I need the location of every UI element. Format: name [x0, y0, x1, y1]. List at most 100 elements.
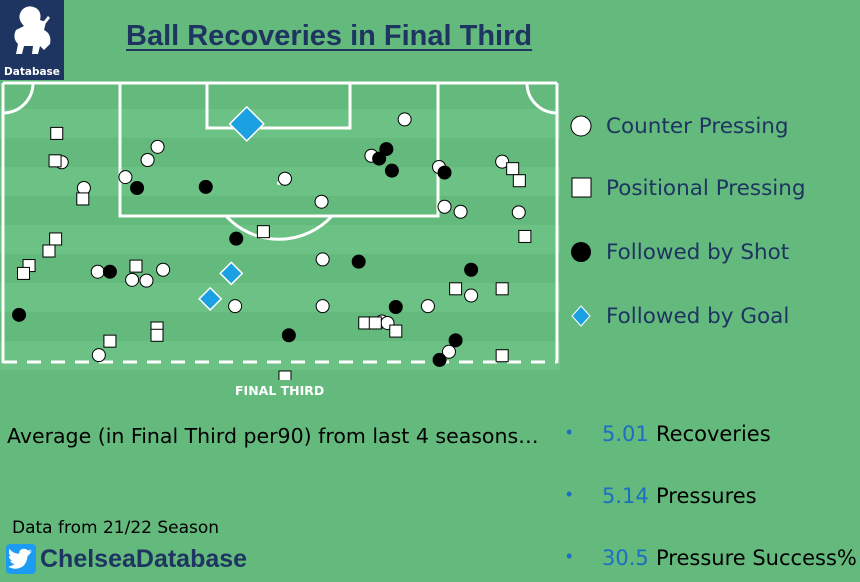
stat-value: 30.5	[602, 546, 649, 570]
legend-label: Followed by Shot	[606, 240, 790, 265]
legend-item-followed-by-shot: Followed by Shot	[566, 230, 856, 270]
shot-point	[432, 352, 447, 367]
shot-point	[388, 300, 403, 314]
pitch-stripe	[0, 80, 560, 109]
white-square-marker-icon	[571, 177, 592, 198]
pitch	[0, 80, 560, 385]
counter-pressing-point	[139, 273, 154, 288]
pitch-stripe	[0, 138, 560, 167]
counter-pressing-point	[91, 348, 106, 363]
white-circle-marker-icon	[570, 115, 592, 137]
stat-pressures: • 5.14 Pressures	[566, 482, 860, 512]
positional-pressing-point	[512, 174, 526, 188]
stat-label: Recoveries	[656, 422, 771, 446]
counter-pressing-point	[315, 252, 330, 267]
positional-pressing-point	[278, 370, 292, 384]
penalty-arc	[224, 214, 334, 241]
positional-pressing-point	[42, 244, 56, 258]
chelsea-database-logo: Database	[0, 0, 64, 80]
positional-pressing-point	[389, 324, 403, 338]
average-heading: Average (in Final Third per90) from last…	[7, 424, 539, 448]
stat-value: 5.14	[602, 484, 649, 508]
data-source-note: Data from 21/22 Season	[12, 518, 220, 538]
counter-pressing-point	[277, 171, 292, 186]
bullet-icon: •	[566, 422, 573, 442]
counter-pressing-point	[420, 299, 435, 314]
legend-label: Followed by Goal	[606, 304, 790, 329]
bullet-icon: •	[566, 484, 573, 504]
pitch-lines	[1, 81, 559, 364]
counter-pressing-point	[441, 344, 456, 359]
counter-pressing-point	[156, 262, 171, 277]
positional-pressing-point	[49, 232, 63, 246]
chart-title: Ball Recoveries in Final Third	[126, 20, 533, 52]
positional-pressing-point	[103, 334, 117, 348]
twitter-handle[interactable]: ChelseaDatabase	[40, 545, 248, 573]
legend-label: Counter Pressing	[606, 114, 789, 139]
counter-pressing-point	[150, 139, 165, 154]
legend-item-counter-pressing: Counter Pressing	[566, 104, 856, 144]
shot-point	[437, 165, 452, 180]
pitch-svg	[0, 80, 560, 384]
legend-item-positional-pressing: Positional Pressing	[566, 166, 856, 206]
shot-point	[464, 262, 479, 277]
corner-arc-left	[2, 82, 35, 115]
counter-pressing-point	[464, 288, 479, 303]
shot-point	[229, 231, 244, 246]
shot-point	[130, 181, 145, 195]
blue-diamond-marker-icon	[571, 305, 591, 327]
counter-pressing-point	[511, 205, 526, 220]
positional-pressing-point	[50, 126, 64, 140]
positional-pressing-point	[368, 316, 382, 330]
goal-point	[228, 105, 265, 142]
shot-point	[384, 163, 399, 178]
shot-point	[102, 264, 117, 279]
counter-pressing-point	[90, 264, 105, 279]
final-third-label: FINAL THIRD	[235, 383, 325, 398]
counter-pressing-point	[125, 272, 140, 287]
counter-pressing-point	[495, 154, 510, 169]
shot-point	[198, 179, 213, 194]
corner-arc-right	[525, 82, 558, 115]
shot-point	[372, 151, 387, 166]
shot-point	[281, 328, 296, 343]
pitch-stripe	[0, 109, 560, 138]
legend-label: Positional Pressing	[606, 176, 806, 201]
positional-pressing-point	[506, 162, 520, 176]
twitter-bird-icon	[6, 544, 36, 574]
shot-point	[351, 254, 366, 269]
stat-pressure-success: • 30.5 Pressure Success%	[566, 544, 860, 574]
positional-pressing-point	[150, 328, 164, 342]
positional-pressing-point	[495, 282, 509, 296]
counter-pressing-point	[453, 204, 468, 219]
counter-pressing-point	[397, 112, 412, 127]
counter-pressing-point	[140, 153, 155, 167]
stat-label: Pressure Success%	[656, 546, 857, 570]
pitch-stripe	[0, 312, 560, 341]
counter-pressing-point	[315, 299, 330, 314]
counter-pressing-point	[314, 194, 329, 209]
counter-pressing-point	[118, 170, 133, 185]
positional-pressing-point	[16, 266, 30, 280]
lion-crest-icon	[14, 6, 51, 54]
positional-pressing-point	[449, 282, 463, 296]
positional-pressing-point	[518, 229, 532, 243]
goal-point	[219, 261, 244, 286]
pitch-stripe	[0, 341, 560, 370]
shot-point	[12, 307, 27, 322]
goal-point	[198, 286, 223, 311]
legend-item-followed-by-goal: Followed by Goal	[566, 294, 856, 334]
counter-pressing-point	[228, 299, 243, 314]
positional-pressing-point	[48, 154, 62, 168]
shot-point	[448, 333, 463, 348]
stat-value: 5.01	[602, 422, 649, 446]
positional-pressing-point	[256, 225, 270, 239]
stat-recoveries: • 5.01 Recoveries	[566, 420, 860, 450]
positional-pressing-point	[76, 192, 90, 206]
six-yard-box	[205, 81, 352, 130]
bullet-icon: •	[566, 546, 573, 566]
counter-pressing-point	[437, 199, 452, 214]
logo-text: Database	[4, 66, 60, 78]
positional-pressing-point	[495, 349, 509, 363]
black-circle-marker-icon	[571, 242, 591, 262]
